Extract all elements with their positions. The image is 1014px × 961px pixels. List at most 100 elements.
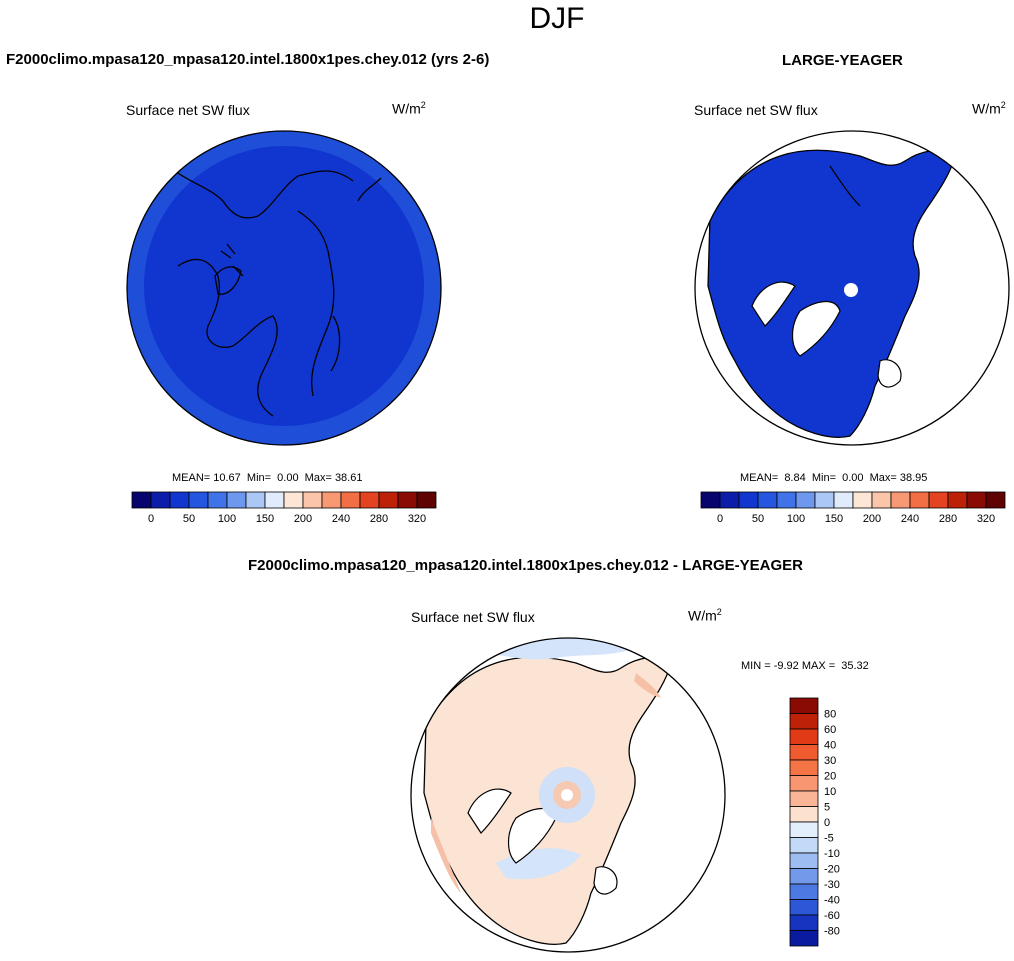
colorbar-box xyxy=(131,491,152,509)
colorbar-box xyxy=(302,491,323,509)
colorbar-tick-label: 5 xyxy=(824,802,830,814)
colorbar-tick-label: 320 xyxy=(408,513,426,525)
colorbar-tick-label: 50 xyxy=(752,513,764,525)
colorbar-tick-label: 10 xyxy=(824,786,836,798)
colorbar-box xyxy=(226,491,247,509)
colorbar-box xyxy=(833,491,854,509)
colorbar-tick-label: 50 xyxy=(183,513,195,525)
diff-pole-hole xyxy=(561,789,573,801)
colorbar-box xyxy=(150,491,171,509)
test-map-field-fill xyxy=(144,146,424,426)
colorbar-box xyxy=(795,491,816,509)
test-variable-label: Surface net SW flux xyxy=(126,102,250,118)
colorbar-tick-label: 320 xyxy=(977,513,995,525)
colorbar-box xyxy=(871,491,892,509)
colorbar-box xyxy=(852,491,873,509)
colorbar-box xyxy=(909,491,930,509)
colorbar-box xyxy=(789,821,819,838)
colorbar-tick-label: 60 xyxy=(824,724,836,736)
colorbar-tick-label: -30 xyxy=(824,879,840,891)
colorbar-box xyxy=(789,899,819,916)
colorbar-box xyxy=(789,697,819,714)
colorbar-box xyxy=(359,491,380,509)
ref-colorbar-boxes xyxy=(700,491,1006,509)
colorbar-box xyxy=(947,491,968,509)
colorbar-box xyxy=(789,728,819,745)
colorbar-box xyxy=(789,837,819,854)
colorbar-box xyxy=(789,790,819,807)
colorbar-box xyxy=(207,491,228,509)
diff-variable-label: Surface net SW flux xyxy=(411,609,535,625)
colorbar-box xyxy=(757,491,778,509)
colorbar-box xyxy=(397,491,418,509)
colorbar-box xyxy=(890,491,911,509)
test-panel-title: F2000climo.mpasa120_mpasa120.intel.1800x… xyxy=(6,51,490,68)
diff-stats: MIN = -9.92 MAX = 35.32 xyxy=(741,660,869,672)
diff-colorbar: 80 60 40 30 20 10 5 0 -5 -10 -20 -30 -40 -60 -80 xyxy=(789,697,840,947)
ref-polar-map xyxy=(694,130,1010,446)
ref-colorbar-ticks: 0 50 100 150 200 240 280 320 xyxy=(717,513,995,525)
colorbar-tick-label: -60 xyxy=(824,910,840,922)
colorbar-tick-label: 240 xyxy=(332,513,350,525)
colorbar-box xyxy=(789,868,819,885)
colorbar-box xyxy=(264,491,285,509)
test-polar-map xyxy=(126,130,442,446)
colorbar-box xyxy=(416,491,437,509)
diff-panel-title: F2000climo.mpasa120_mpasa120.intel.1800x… xyxy=(248,557,804,574)
colorbar-box xyxy=(283,491,304,509)
diff-polar-map xyxy=(410,637,726,953)
colorbar-tick-label: -5 xyxy=(824,833,834,845)
colorbar-box xyxy=(966,491,987,509)
test-colorbar-boxes xyxy=(131,491,437,509)
ref-units-label: W/m2 xyxy=(972,100,1006,117)
test-colorbar-ticks: 0 50 100 150 200 240 280 320 xyxy=(148,513,426,525)
colorbar-box xyxy=(789,744,819,761)
colorbar-tick-label: 100 xyxy=(787,513,805,525)
colorbar-box xyxy=(789,883,819,900)
colorbar-tick-label: 200 xyxy=(294,513,312,525)
colorbar-box xyxy=(789,775,819,792)
main-title: DJF xyxy=(529,2,585,35)
colorbar-tick-label: 30 xyxy=(824,755,836,767)
colorbar-tick-label: -40 xyxy=(824,895,840,907)
colorbar-tick-label: 280 xyxy=(370,513,388,525)
colorbar-box xyxy=(789,806,819,823)
colorbar-tick-label: 40 xyxy=(824,740,836,752)
colorbar-tick-label: 0 xyxy=(824,817,830,829)
diff-units-label: W/m2 xyxy=(688,607,722,624)
colorbar-tick-label: 280 xyxy=(939,513,957,525)
colorbar-box xyxy=(789,759,819,776)
colorbar-tick-label: 0 xyxy=(148,513,154,525)
colorbar-box xyxy=(789,914,819,931)
ref-variable-label: Surface net SW flux xyxy=(694,102,818,118)
colorbar-box xyxy=(738,491,759,509)
test-colorbar: 0 50 100 150 200 240 280 320 xyxy=(131,491,437,525)
colorbar-box xyxy=(789,713,819,730)
colorbar-box xyxy=(928,491,949,509)
colorbar-box xyxy=(789,930,819,947)
test-stats: MEAN= 10.67 Min= 0.00 Max= 38.61 xyxy=(172,472,363,484)
diff-colorbar-ticks: 80 60 40 30 20 10 5 0 -5 -10 -20 -30 -40 -60 -80 xyxy=(824,709,840,938)
colorbar-box xyxy=(378,491,399,509)
colorbar-tick-label: 0 xyxy=(717,513,723,525)
ref-panel-title: LARGE-YEAGER xyxy=(782,52,903,69)
test-units-label: W/m2 xyxy=(392,100,426,117)
colorbar-box xyxy=(985,491,1006,509)
colorbar-tick-label: 100 xyxy=(218,513,236,525)
colorbar-tick-label: 20 xyxy=(824,771,836,783)
colorbar-box xyxy=(340,491,361,509)
ref-ocean-field xyxy=(707,149,956,438)
colorbar-tick-label: -10 xyxy=(824,848,840,860)
colorbar-box xyxy=(169,491,190,509)
colorbar-tick-label: 240 xyxy=(901,513,919,525)
colorbar-tick-label: -20 xyxy=(824,864,840,876)
colorbar-box xyxy=(814,491,835,509)
colorbar-tick-label: 150 xyxy=(825,513,843,525)
colorbar-tick-label: 80 xyxy=(824,709,836,721)
diff-colorbar-boxes xyxy=(789,697,819,947)
colorbar-box xyxy=(321,491,342,509)
colorbar-box xyxy=(789,852,819,869)
colorbar-tick-label: -80 xyxy=(824,926,840,938)
ref-pole-hole xyxy=(844,283,858,297)
colorbar-box xyxy=(700,491,721,509)
